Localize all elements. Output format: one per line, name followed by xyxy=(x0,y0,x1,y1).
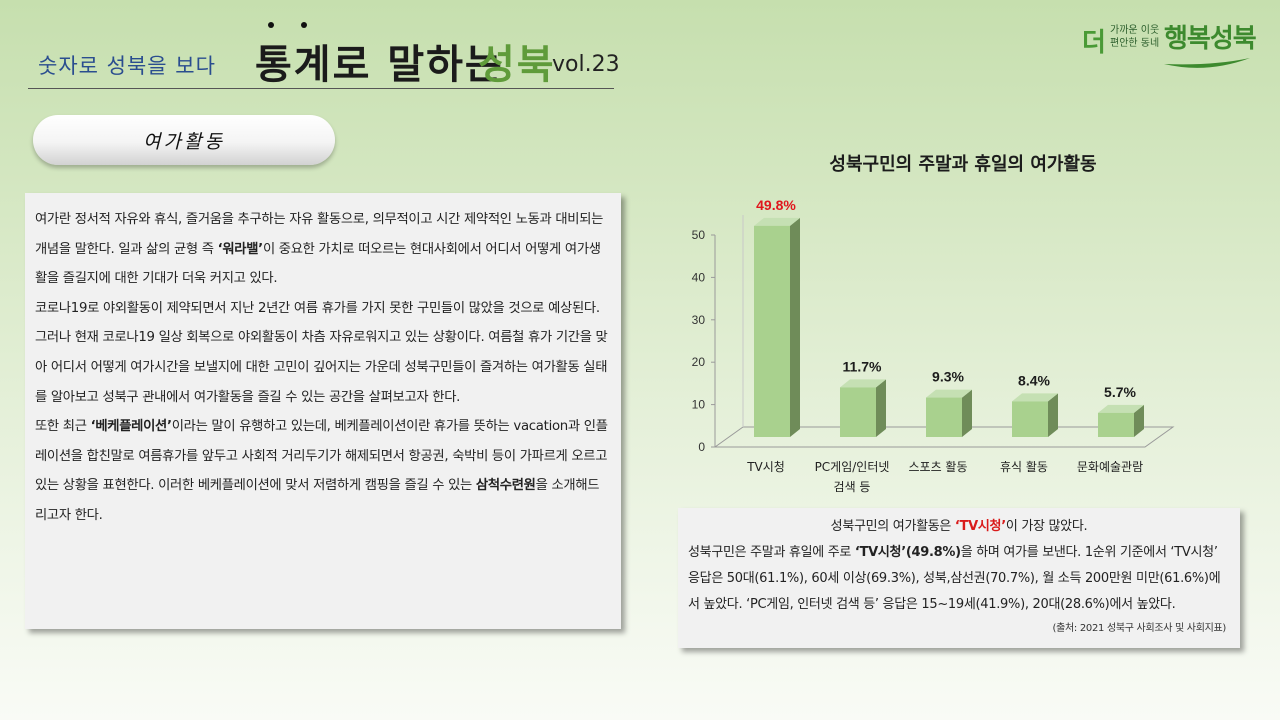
text-run-highlight: ‘TV시청’ xyxy=(954,519,1006,534)
logo-tagline-line: 편안한 동네 xyxy=(1110,38,1160,49)
text-run: 또한 최근 xyxy=(35,419,91,435)
bar xyxy=(754,225,790,437)
emphasis-dot xyxy=(268,22,274,28)
intro-text-box: 여가란 정서적 자유와 휴식, 즐거움을 추구하는 자유 활동으로, 의무적이고… xyxy=(25,193,621,629)
emphasis-dot xyxy=(301,22,307,28)
y-tick-label: 50 xyxy=(692,228,706,242)
bar-side xyxy=(1048,393,1058,437)
bar xyxy=(1012,401,1048,437)
chart-title: 성북구민의 주말과 휴일의 여가활동 xyxy=(829,154,1097,175)
text-run: 이 중요한 가치로 떠오르는 현대사회에서 어디서 어떻게 여가생활을 즐길지에… xyxy=(35,241,601,287)
summary-heading: 성북구민의 여가활동은 ‘TV시청’이 가장 많았다. xyxy=(688,514,1230,540)
text-run-bold: 삼척수련원 xyxy=(475,478,536,494)
text-run-bold: ‘워라밸’ xyxy=(217,241,264,257)
y-tick-label: 0 xyxy=(698,440,705,454)
bar xyxy=(926,397,962,437)
bar-top xyxy=(754,217,800,226)
summary-box: 성북구민의 여가활동은 ‘TV시청’이 가장 많았다. 성북구민은 주말과 휴일… xyxy=(678,508,1240,648)
bar-top xyxy=(1098,404,1144,413)
y-tick-label: 40 xyxy=(692,270,706,284)
y-tick-label: 10 xyxy=(692,398,706,412)
intro-paragraph: 코로나19로 야외활동이 제약되면서 지난 2년간 여름 휴가를 가지 못한 구… xyxy=(35,300,608,405)
x-tick-label: 검색 등 xyxy=(834,480,871,494)
text-run-bold: ‘TV시청’(49.8%) xyxy=(854,545,961,560)
bar xyxy=(1098,412,1134,437)
x-tick-label: PC게임/인터넷 xyxy=(815,460,890,474)
intro-paragraph: 여가란 정서적 자유와 휴식, 즐거움을 추구하는 자유 활동으로, 의무적이고… xyxy=(35,205,611,294)
logo-tagline-line: 가까운 이웃 xyxy=(1110,25,1160,36)
bar xyxy=(840,387,876,437)
data-label: 9.3% xyxy=(932,369,964,385)
district-logo: 더 가까운 이웃 편안한 동네 행복성북 xyxy=(1082,18,1257,74)
header-title-accent: 성북 xyxy=(478,42,556,88)
data-label: 49.8% xyxy=(756,197,796,213)
intro-paragraph: 또한 최근 ‘베케플레이션’이라는 말이 유행하고 있는데, 베케플레이션이란 … xyxy=(35,412,611,530)
source-note: (출처: 2021 성북구 사회조사 및 사회지표) xyxy=(1052,623,1226,634)
data-label: 8.4% xyxy=(1018,372,1050,388)
text-run-bold: ‘베케플레이션’ xyxy=(90,419,172,435)
logo-prefix: 더 xyxy=(1082,28,1106,58)
x-tick-label: 문화예술관람 xyxy=(1077,460,1143,474)
bar-top xyxy=(1012,393,1058,402)
text-run: 여가란 정서적 자유와 휴식, 즐거움을 추구하는 자유 활동으로, 의무적이고… xyxy=(35,212,604,257)
data-label: 5.7% xyxy=(1104,384,1136,400)
bar-side xyxy=(962,389,972,437)
text-run: 을 소개해드리고자 한다. xyxy=(35,478,600,523)
text-run: 을 하며 여가를 보낸다. 1순위 기준에서 ‘TV시청’ 응답은 50대(61… xyxy=(688,545,1221,612)
x-tick-label: 스포츠 활동 xyxy=(908,460,967,474)
x-tick-label: TV시청 xyxy=(746,460,785,474)
bar-side xyxy=(1134,404,1144,437)
chart-floor xyxy=(713,426,1175,448)
text-run: 이라는 말이 유행하고 있는데, 베케플레이션이란 휴가를 뜻하는 vacati… xyxy=(35,419,608,494)
bar-top xyxy=(926,389,972,398)
bar-top xyxy=(840,379,886,388)
volume-number: vol.23 xyxy=(552,52,620,77)
header-subtitle: 숫자로 성북을 보다 xyxy=(38,54,216,78)
bar-side xyxy=(876,379,886,437)
header-title: 통계로 말하는 xyxy=(255,42,504,88)
logo-tagline: 가까운 이웃 편안한 동네 xyxy=(1110,24,1159,50)
header-divider xyxy=(28,88,614,89)
y-tick-label: 30 xyxy=(692,313,706,327)
x-tick-label: 휴식 활동 xyxy=(1000,460,1048,474)
section-label-text: 여가활동 xyxy=(143,130,225,153)
logo-swoosh-icon xyxy=(1164,58,1250,68)
section-label: 여가활동 xyxy=(33,115,335,165)
summary-paragraph: 성북구민은 주말과 휴일에 주로 ‘TV시청’(49.8%)을 하며 여가를 보… xyxy=(688,540,1230,618)
text-run: 성북구민의 여가활동은 xyxy=(830,519,955,534)
data-label: 11.7% xyxy=(843,358,882,374)
text-run: 성북구민은 주말과 휴일에 주로 xyxy=(688,545,855,560)
logo-name: 행복성북 xyxy=(1164,24,1257,54)
y-tick-label: 20 xyxy=(692,355,706,369)
text-run: 이 가장 많았다. xyxy=(1005,519,1088,534)
bar-side xyxy=(790,217,800,437)
